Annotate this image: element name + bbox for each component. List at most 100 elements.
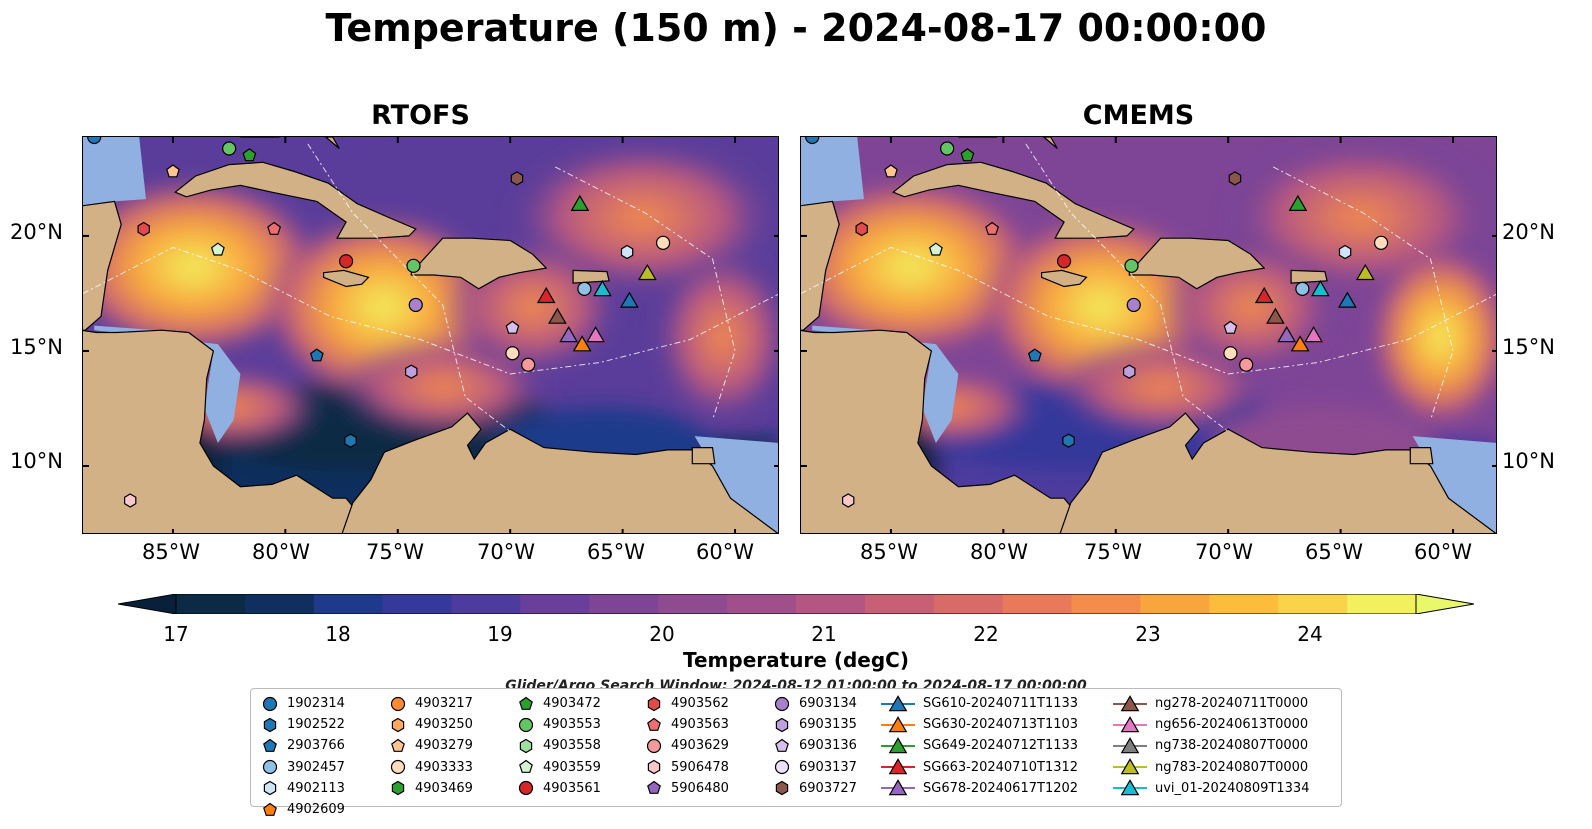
lon-label-85w: 85°W (142, 540, 200, 564)
legend-marker-circle (390, 760, 406, 775)
land-trinidad (691, 447, 716, 465)
colorbar-bin (451, 594, 521, 614)
obs-marker-1902522[interactable] (1062, 433, 1075, 448)
obs-marker-4903279[interactable] (166, 164, 180, 178)
obs-marker-SG610-20240711T1133[interactable] (619, 291, 639, 308)
obs-marker-4903333[interactable] (505, 346, 520, 361)
obs-marker-ng278-20240711T0000[interactable] (548, 307, 567, 324)
legend-item: 6903136 (773, 735, 857, 756)
obs-marker-SG610-20240711T1133[interactable] (1337, 291, 1357, 308)
obs-marker-4903561[interactable] (1056, 254, 1072, 269)
obs-marker-6903727[interactable] (510, 171, 524, 186)
obs-marker-4903559[interactable] (210, 242, 225, 256)
legend-label: 4903563 (671, 717, 729, 733)
obs-marker-1902314[interactable] (805, 137, 820, 145)
obs-marker-ng656-20240613T0000[interactable] (1304, 325, 1323, 343)
legend-swatch (888, 737, 908, 754)
obs-marker-2903766[interactable] (1027, 348, 1042, 362)
obs-marker-SG649-20240712T1133[interactable] (1288, 194, 1308, 212)
legend-swatch (888, 779, 908, 796)
map-rtofs[interactable] (82, 136, 779, 534)
obs-marker-4903562[interactable] (137, 221, 150, 237)
obs-marker-4903562[interactable] (855, 221, 868, 237)
obs-marker-4903559[interactable] (928, 242, 943, 256)
obs-marker-4903333[interactable] (1223, 346, 1238, 361)
legend-marker-triangle (1113, 758, 1147, 775)
legend-item: 4903333 (389, 757, 473, 778)
obs-marker-SG649-20240712T1133[interactable] (570, 194, 590, 212)
colorbar-bin (589, 594, 659, 614)
obs-marker-SG630-20240713T1103[interactable] (572, 335, 592, 352)
obs-marker-SG630-20240713T1103[interactable] (1290, 335, 1310, 352)
obs-marker-6903135[interactable] (1123, 364, 1136, 379)
legend-marker-hexagon (391, 781, 405, 796)
obs-marker-6903134[interactable] (1126, 297, 1141, 313)
land-jamaica (323, 269, 370, 288)
map-cmems[interactable] (800, 136, 1497, 534)
obs-marker-4903279[interactable] (884, 164, 898, 178)
obs-marker-6903136[interactable] (1223, 320, 1238, 334)
obs-marker-1902522[interactable] (344, 433, 357, 448)
legend-swatch (888, 694, 908, 711)
obs-marker-6903135[interactable] (405, 364, 418, 379)
obs-marker-6903136[interactable] (505, 320, 520, 334)
obs-marker-4902113[interactable] (620, 244, 634, 260)
obs-marker-4903561[interactable] (338, 254, 354, 269)
obs-marker-4903553[interactable] (406, 258, 421, 273)
legend-swatch (1120, 758, 1140, 775)
obs-marker-4903553[interactable] (940, 141, 955, 156)
obs-marker-6903727[interactable] (1228, 171, 1242, 186)
legend-marker-pentagon (647, 717, 661, 731)
obs-marker-ng656-20240613T0000[interactable] (586, 325, 605, 343)
legend-marker-pentagon (391, 738, 405, 752)
obs-marker-3902457[interactable] (1295, 281, 1310, 296)
legend-column: 1902314 1902522 2903766 3902457 4902113 49026… (261, 693, 345, 820)
obs-marker-4903553[interactable] (1124, 258, 1139, 273)
obs-marker-uvi_01-20240809T1334[interactable] (1311, 279, 1330, 297)
obs-marker-ng278-20240711T0000[interactable] (1266, 307, 1285, 324)
obs-marker-2903766[interactable] (309, 348, 324, 362)
legend-item: uvi_01-20240809T1334 (1113, 778, 1309, 799)
obs-marker-ng783-20240807T0000[interactable] (1355, 263, 1375, 281)
legend-item: SG663-20240710T1312 (881, 757, 1078, 778)
obs-marker-4903553[interactable] (222, 141, 237, 156)
legend-column: ng278-20240711T0000 ng656-20240613T0000 ng… (1113, 693, 1309, 799)
legend-item: SG649-20240712T1133 (881, 735, 1078, 756)
legend-marker-triangle (1113, 779, 1147, 796)
lon-label-65w: 65°W (1305, 540, 1363, 564)
legend-label: 4903250 (415, 717, 473, 733)
legend-marker-hexagon (647, 696, 661, 711)
obs-marker-4903472[interactable] (960, 148, 975, 162)
obs-marker-4903333[interactable] (655, 235, 671, 250)
obs-marker-ng783-20240807T0000[interactable] (637, 263, 657, 281)
obs-marker-3902457[interactable] (577, 281, 592, 296)
obs-marker-4903333[interactable] (1373, 235, 1389, 250)
obs-marker-6903134[interactable] (408, 297, 423, 313)
legend-item: 1902522 (261, 714, 345, 735)
legend-item: 4902609 (261, 799, 345, 820)
obs-marker-4903472[interactable] (242, 148, 257, 162)
colorbar-bin (727, 594, 797, 614)
obs-marker-4903563[interactable] (985, 221, 1000, 235)
colorbar-gradient (117, 593, 1475, 615)
obs-marker-SG663-20240710T1312[interactable] (536, 286, 556, 304)
colorbar-bin (933, 594, 1004, 614)
legend-label: uvi_01-20240809T1334 (1155, 780, 1310, 796)
obs-marker-5906478[interactable] (841, 493, 855, 508)
obs-marker-4903563[interactable] (267, 221, 282, 235)
obs-marker-SG678-20240617T1202[interactable] (559, 326, 579, 343)
obs-marker-4903629[interactable] (1239, 357, 1254, 372)
obs-marker-SG663-20240710T1312[interactable] (1254, 286, 1274, 304)
legend-swatch (647, 696, 661, 711)
obs-marker-5906478[interactable] (123, 493, 137, 508)
obs-marker-SG678-20240617T1202[interactable] (1277, 326, 1297, 343)
legend-swatch (391, 781, 405, 796)
legend-item: 6903727 (773, 778, 857, 799)
obs-marker-4902113[interactable] (1338, 244, 1352, 260)
legend-label: 1902522 (287, 717, 345, 733)
obs-marker-4903629[interactable] (521, 357, 536, 372)
obs-marker-uvi_01-20240809T1334[interactable] (593, 279, 612, 297)
legend-swatch (519, 759, 533, 774)
obs-marker-1902314[interactable] (87, 137, 102, 145)
colorbar-label: Temperature (degC) (683, 648, 909, 672)
